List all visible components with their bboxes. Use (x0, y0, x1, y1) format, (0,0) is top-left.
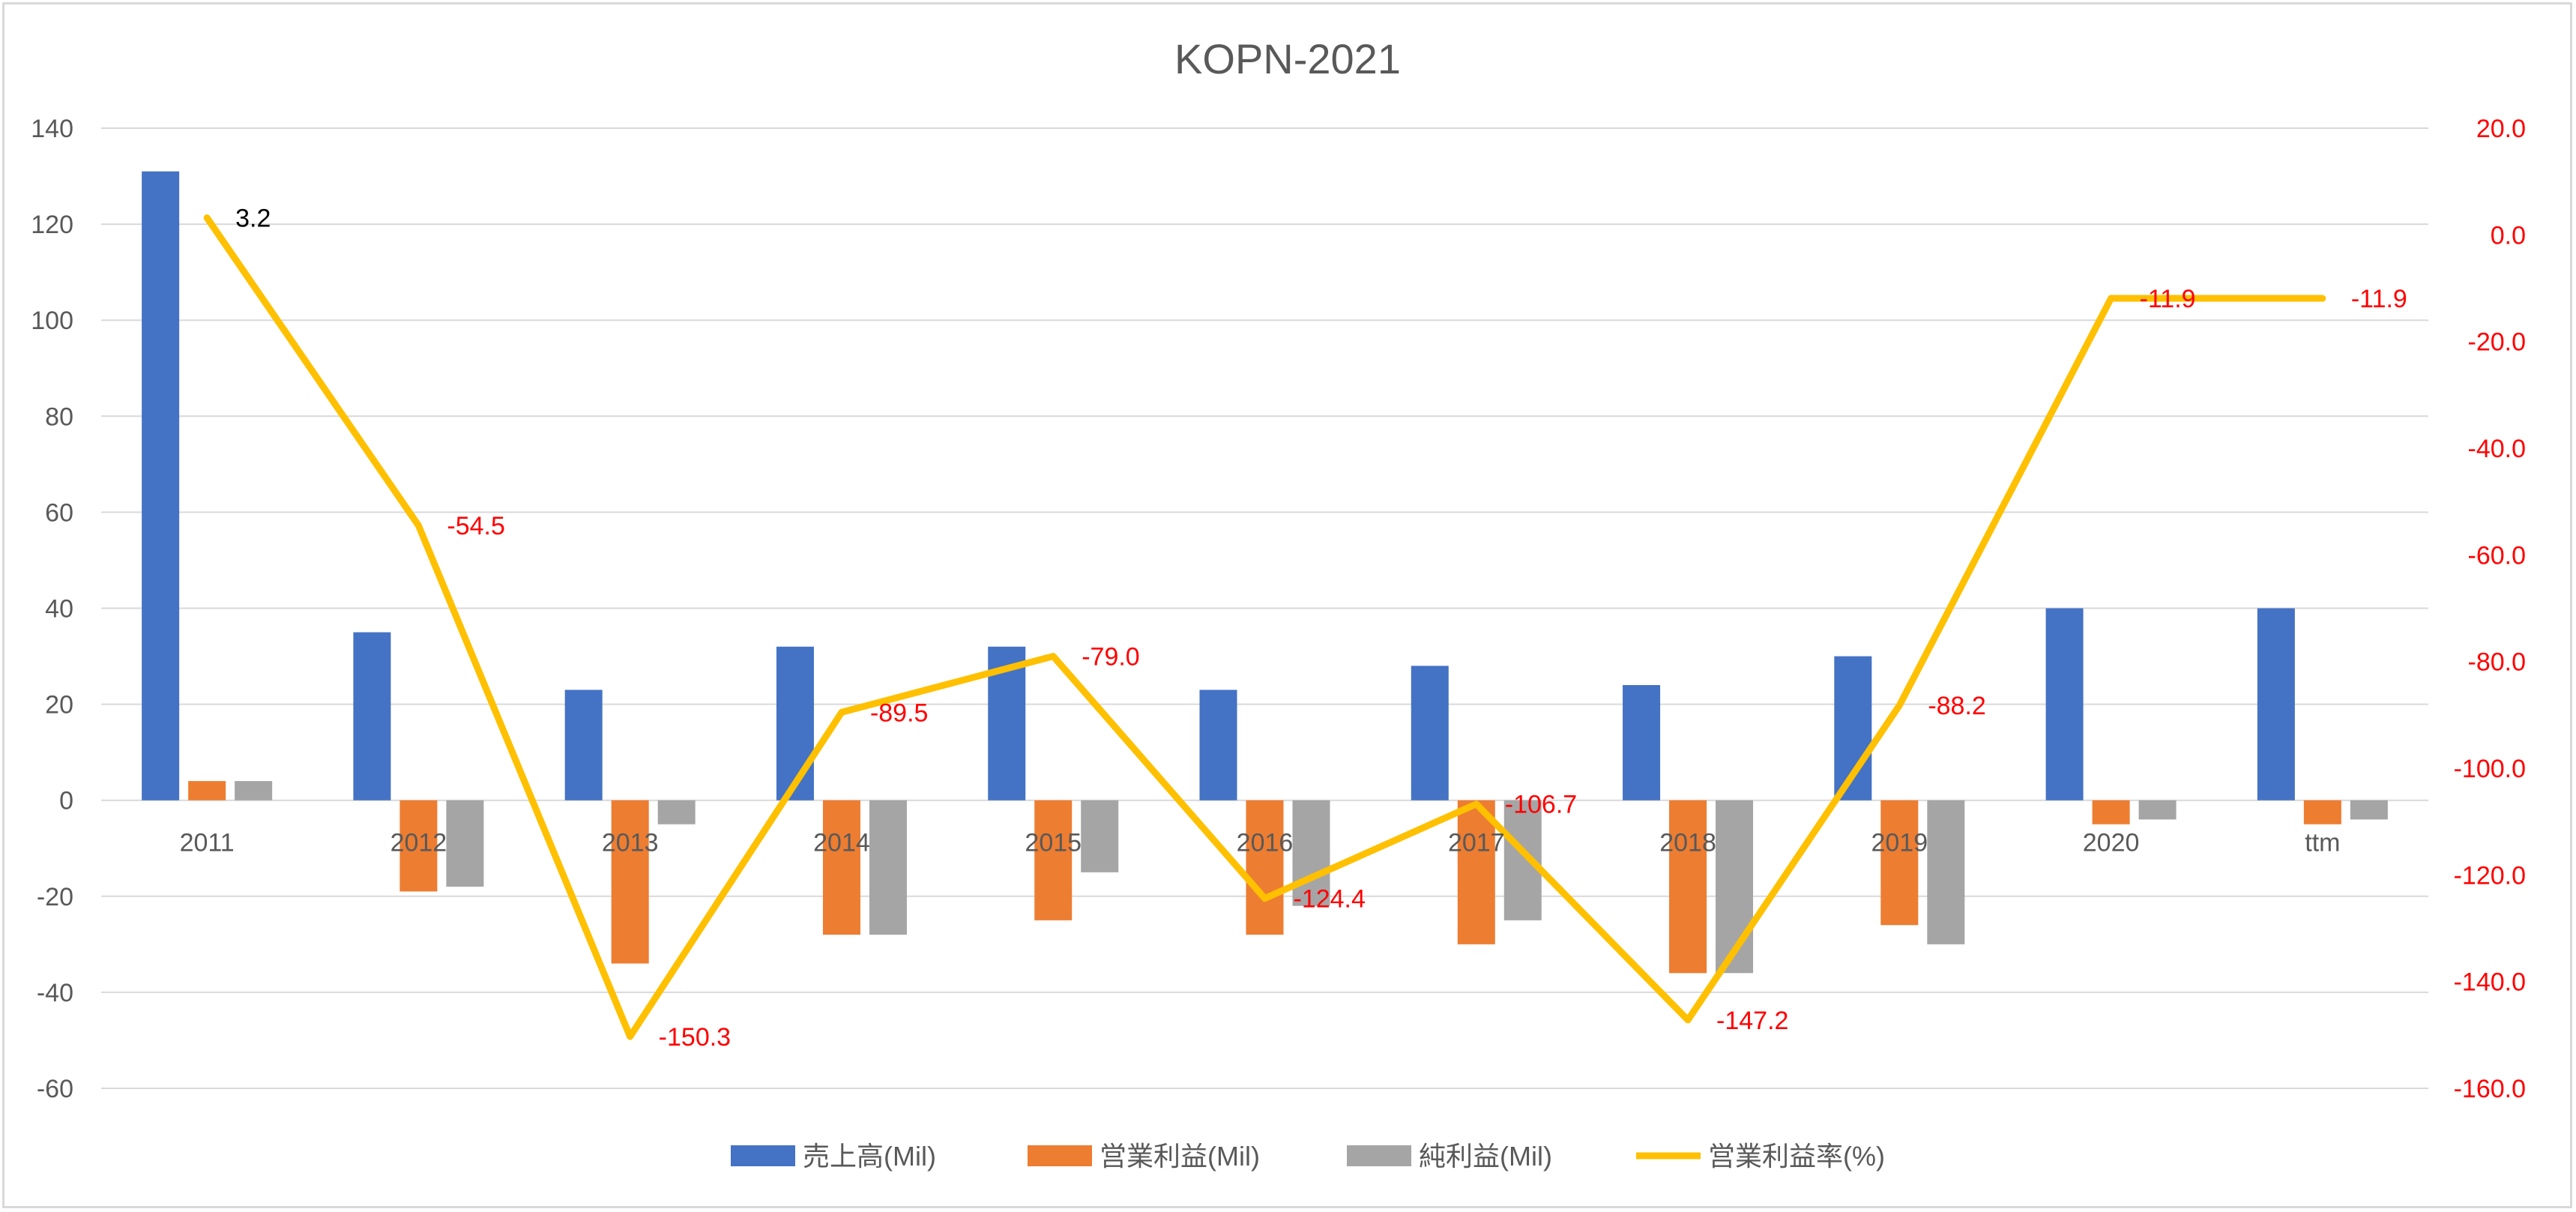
legend-swatch (1347, 1145, 1411, 1166)
y-left-tick-label: 140 (31, 115, 73, 143)
bar (1292, 800, 1330, 906)
y-left-tick-label: -40 (37, 979, 73, 1007)
bar (2138, 800, 2177, 820)
line-data-label: -124.4 (1294, 885, 1366, 914)
line-point (1475, 803, 1477, 805)
x-category-label: 2013 (602, 829, 659, 857)
line-data-label: -150.3 (659, 1023, 731, 1052)
y-right-tick-label: 20.0 (2476, 115, 2526, 143)
line-data-label: -11.9 (2140, 285, 2196, 313)
y-left-tick-label: 80 (45, 403, 73, 431)
data-labels: 3.2 -54.5 -150.3 -89.5 -79.0 -124.4 -106.7 -147… (235, 205, 2407, 1052)
bar (1880, 800, 1919, 926)
bar (353, 632, 391, 801)
bar (611, 800, 649, 964)
line-point (629, 1035, 631, 1037)
line-point (1898, 705, 1901, 707)
bar (776, 646, 814, 801)
bar (869, 800, 907, 935)
line-data-label: -11.9 (2351, 285, 2407, 313)
bar (822, 800, 860, 935)
y-right-tick-label: -120.0 (2454, 861, 2526, 890)
bar (564, 690, 603, 801)
bar (1716, 800, 1754, 974)
line-series (203, 214, 2326, 1040)
y-left-tick-label: 120 (31, 211, 73, 239)
y-right-tick-label: 0.0 (2491, 221, 2526, 250)
bar (1411, 666, 1449, 801)
bar (2045, 608, 2084, 801)
y-left-tick-label: 100 (31, 307, 73, 335)
line-data-label: 3.2 (235, 205, 271, 233)
y-right-tick-label: -20.0 (2468, 328, 2527, 357)
y-right-tick-label: -80.0 (2468, 648, 2527, 677)
y-left-tick-label: 60 (45, 498, 73, 527)
line-point (1052, 655, 1055, 657)
y-right-tick-label: -160.0 (2454, 1075, 2526, 1103)
bar (446, 800, 484, 887)
line-data-label: -88.2 (1928, 692, 1986, 720)
line-data-label: -89.5 (870, 699, 929, 727)
legend-label: 営業利益率(%) (1708, 1141, 1885, 1172)
bar (1669, 800, 1707, 974)
x-category-label: 2017 (1448, 829, 1505, 857)
bar (399, 800, 438, 892)
line-point (840, 711, 842, 714)
bar (235, 781, 273, 801)
x-category-label: 2020 (2083, 829, 2140, 857)
bar (2303, 800, 2341, 824)
y-left-tick-label: 40 (45, 595, 73, 624)
y-left-tick-label: -20 (37, 883, 73, 911)
line-point (206, 217, 208, 219)
x-category-label: 2019 (1871, 829, 1928, 857)
bar (1623, 684, 1661, 801)
y-left-tick-label: 0 (59, 787, 73, 815)
bar (2092, 800, 2130, 824)
line-data-label: -54.5 (447, 512, 505, 540)
bar (1457, 800, 1495, 944)
legend-label: 営業利益(Mil) (1100, 1141, 1260, 1172)
legend-swatch (1028, 1145, 1092, 1166)
bar (188, 781, 226, 801)
line-point (1264, 897, 1266, 899)
x-category-label: 2011 (180, 829, 235, 857)
line-point (2321, 298, 2323, 300)
y-left-tick-label: -60 (37, 1075, 73, 1103)
x-category-label: 2018 (1659, 829, 1716, 857)
axes: 140 120 100 80 60 40 20 0 -20 -40 -60 20.0 0.0 -20.0 -… (31, 115, 2526, 1103)
line-data-label: -106.7 (1505, 791, 1577, 819)
legend-label: 売上高(Mil) (803, 1141, 936, 1172)
chart-title: KOPN-2021 (1174, 35, 1401, 82)
bar (2257, 608, 2295, 801)
legend: 売上高(Mil) 営業利益(Mil) 純利益(Mil) 営業利益率(%) (731, 1141, 1885, 1172)
bars (142, 171, 2388, 974)
line-data-label: -79.0 (1082, 643, 1140, 672)
bar (657, 800, 696, 824)
line-point (2110, 298, 2112, 300)
y-right-tick-label: -140.0 (2454, 968, 2526, 997)
bar (1246, 800, 1284, 935)
bar (1927, 800, 1965, 944)
x-category-label: 2015 (1025, 829, 1082, 857)
line-data-label: -147.2 (1716, 1007, 1788, 1035)
y-right-tick-label: -40.0 (2468, 435, 2527, 463)
x-category-label: ttm (2305, 829, 2340, 857)
y-right-tick-label: -100.0 (2454, 755, 2526, 783)
y-right-tick-label: -60.0 (2468, 541, 2527, 570)
line-point (1687, 1019, 1689, 1021)
bar (1081, 800, 1119, 872)
x-category-label: 2012 (390, 829, 447, 857)
bar (2350, 800, 2388, 820)
x-category-label: 2016 (1237, 829, 1294, 857)
legend-label: 純利益(Mil) (1419, 1141, 1552, 1172)
line-point (417, 525, 420, 527)
bar (1034, 800, 1073, 920)
x-category-label: 2014 (813, 829, 870, 857)
legend-swatch (731, 1145, 795, 1166)
bar (142, 171, 180, 801)
y-left-tick-label: 20 (45, 691, 73, 720)
bar (1199, 690, 1237, 801)
